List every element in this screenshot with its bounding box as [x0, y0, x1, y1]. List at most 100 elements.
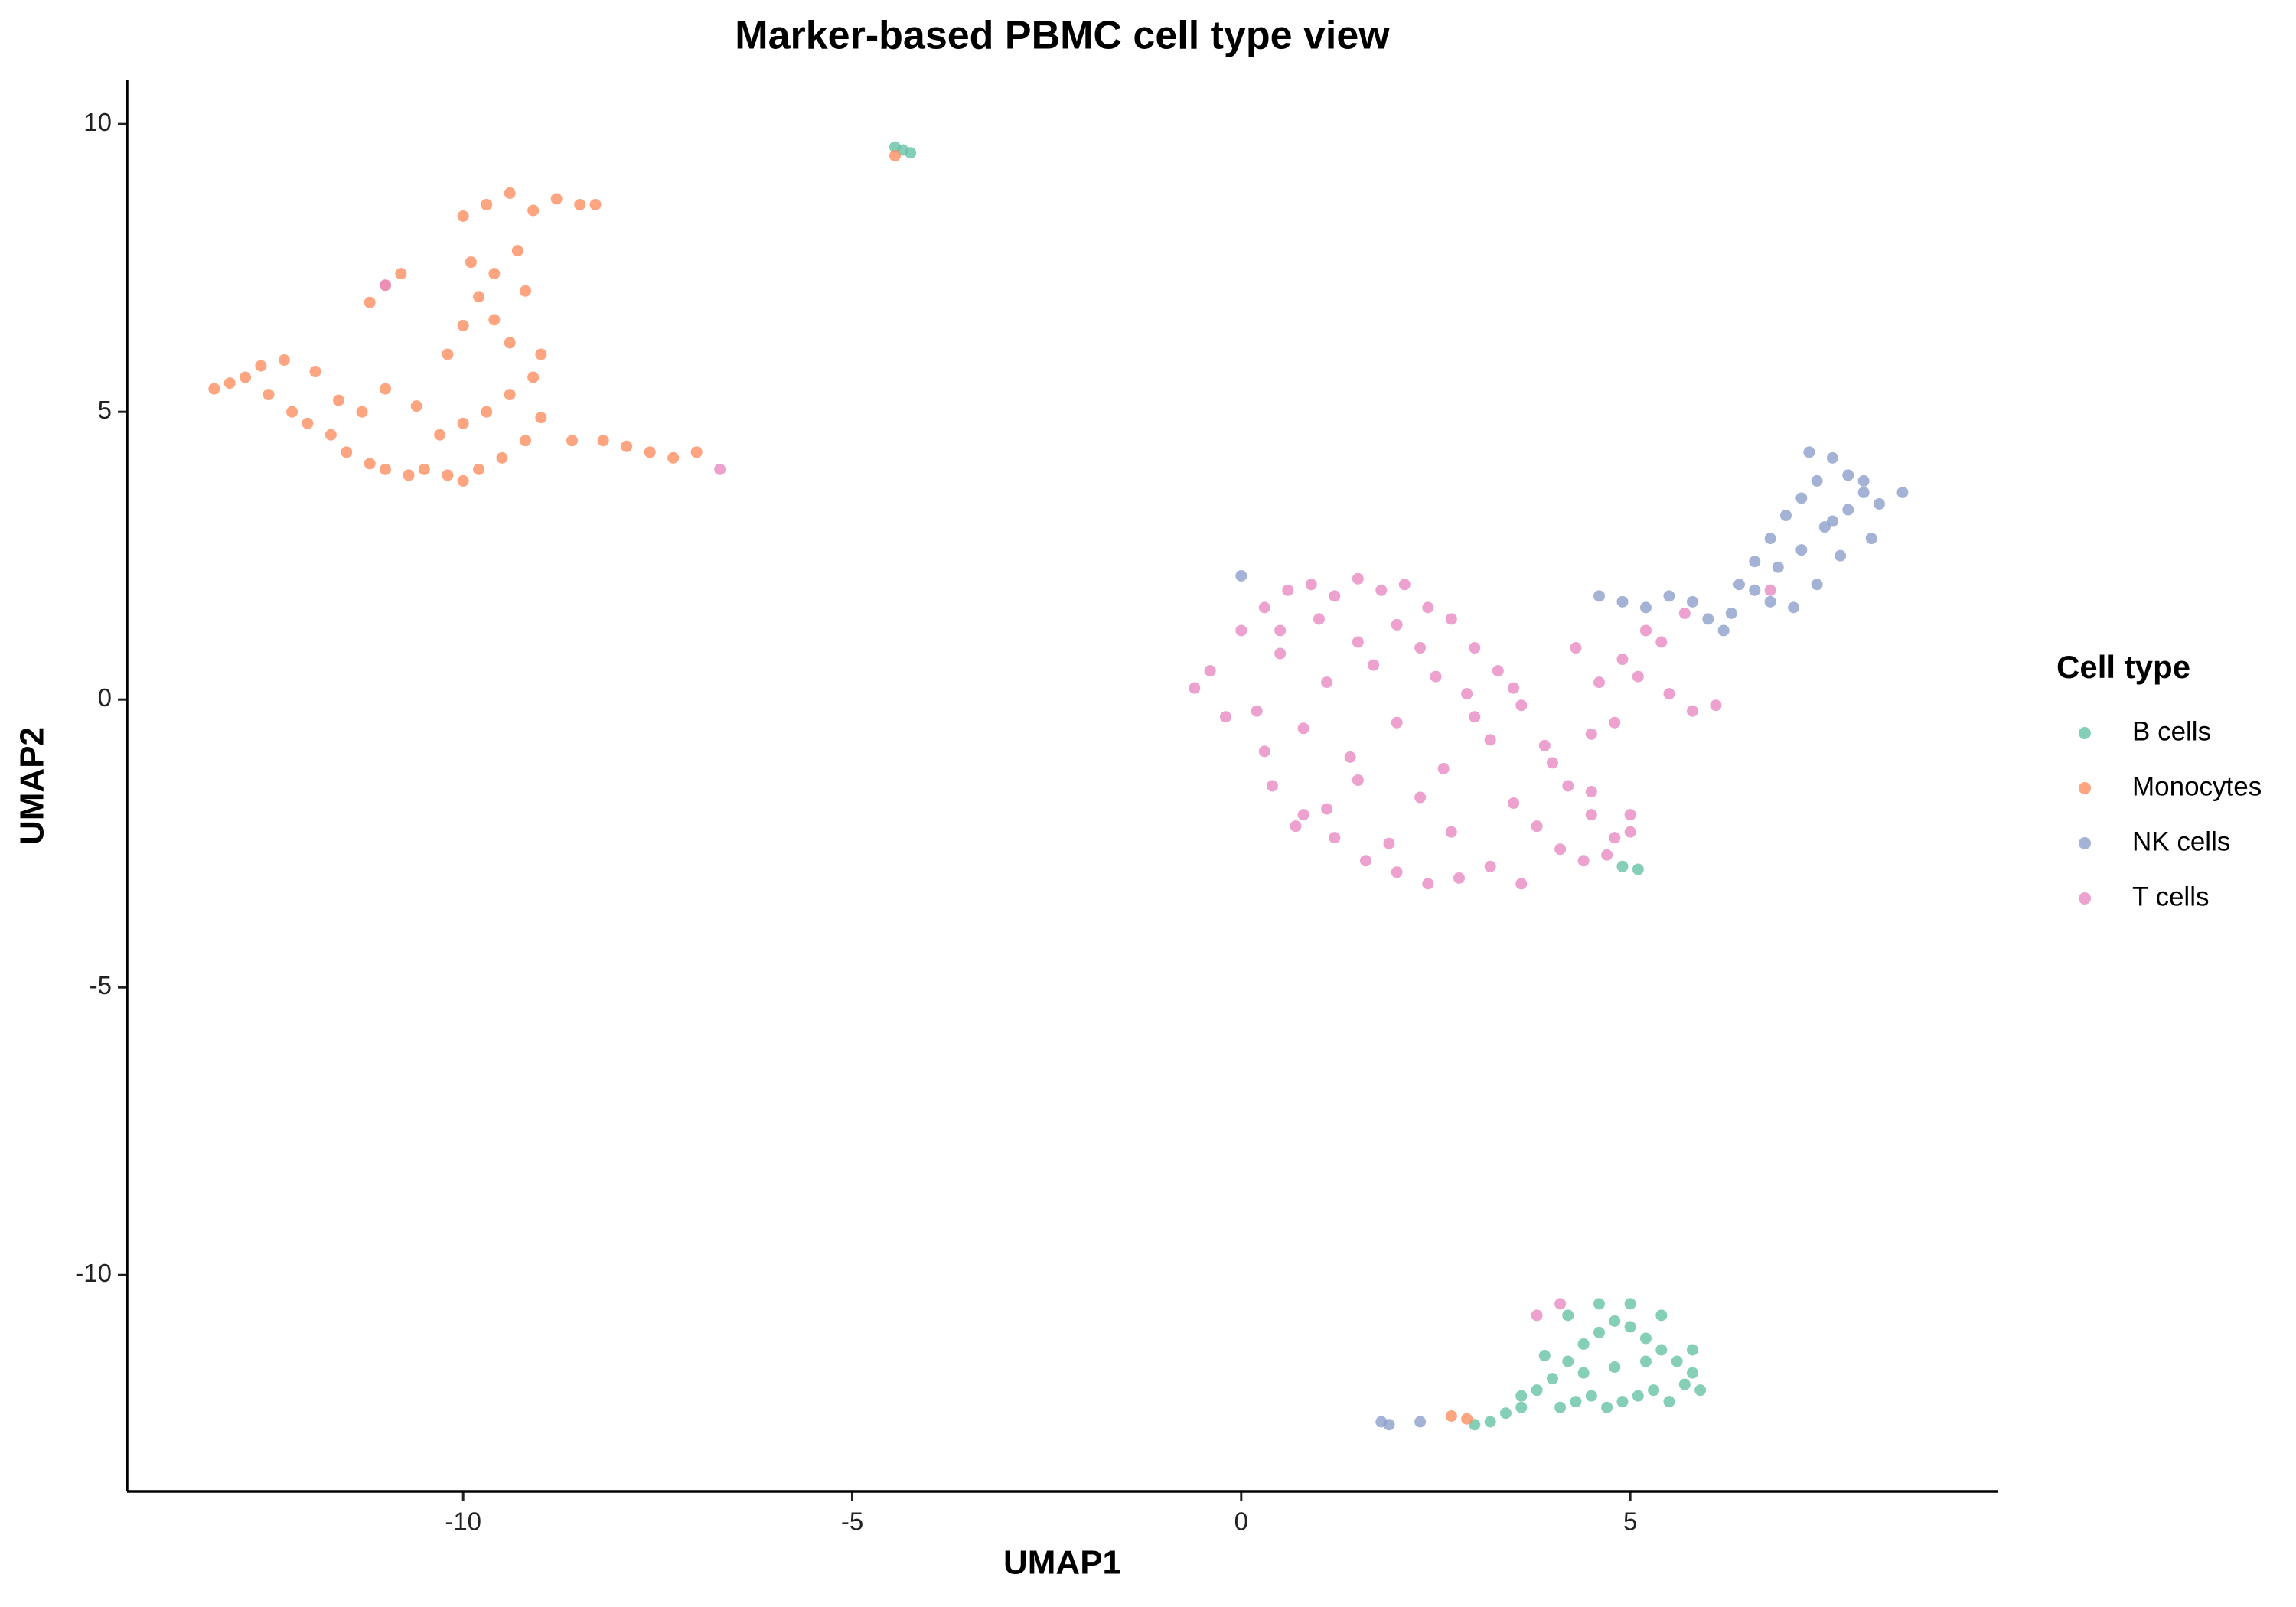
point — [1733, 579, 1745, 591]
point — [418, 463, 430, 475]
point — [488, 314, 501, 326]
point — [1671, 1355, 1683, 1367]
point — [1383, 1419, 1395, 1431]
legend-swatch — [2079, 837, 2091, 849]
point — [1616, 654, 1629, 666]
point — [1842, 504, 1854, 516]
point — [535, 348, 547, 360]
point — [1764, 595, 1776, 608]
point — [1663, 1396, 1675, 1408]
series-points — [1235, 446, 1909, 1431]
point — [1391, 716, 1403, 729]
point — [566, 435, 579, 447]
point — [1686, 705, 1698, 717]
legend-swatch — [2079, 782, 2091, 794]
point — [1764, 533, 1776, 545]
point — [496, 451, 508, 464]
point — [504, 187, 516, 199]
point — [263, 389, 275, 401]
point — [1251, 705, 1263, 717]
point — [889, 150, 901, 162]
point — [1352, 636, 1364, 648]
point — [1585, 786, 1597, 798]
point — [1826, 515, 1838, 527]
legend-label: Monocytes — [2132, 771, 2262, 801]
point — [1835, 549, 1847, 562]
point — [1764, 584, 1776, 596]
point — [380, 463, 392, 475]
point — [1422, 601, 1434, 614]
point — [1585, 728, 1597, 740]
point — [690, 446, 703, 458]
series-points — [208, 150, 1473, 1425]
point — [341, 446, 353, 458]
point — [1274, 647, 1287, 660]
point — [1788, 601, 1800, 614]
point — [278, 354, 290, 366]
point — [1258, 745, 1270, 758]
point — [1632, 1390, 1644, 1402]
point — [1609, 716, 1621, 729]
point — [286, 406, 298, 418]
point — [325, 429, 337, 441]
x-axis-label: UMAP1 — [1003, 1544, 1121, 1582]
point — [488, 268, 501, 280]
point — [1414, 642, 1427, 654]
point — [1352, 774, 1364, 786]
point — [1352, 572, 1364, 585]
y-tick-label: 10 — [83, 108, 112, 136]
legend-swatch — [2079, 892, 2091, 905]
point — [1422, 878, 1434, 890]
y-tick-label: 0 — [98, 683, 112, 712]
point — [380, 383, 392, 395]
point — [1531, 1384, 1543, 1397]
point — [511, 245, 523, 257]
point — [223, 377, 236, 390]
point — [621, 440, 633, 452]
point — [1639, 624, 1652, 637]
chart-title: Marker-based PBMC cell type view — [735, 14, 1390, 58]
x-tick-label: 5 — [1623, 1508, 1637, 1536]
x-tick-label: -10 — [445, 1508, 481, 1536]
point — [1694, 1384, 1707, 1397]
point — [1779, 510, 1792, 522]
point — [1484, 1416, 1496, 1428]
point — [1445, 826, 1457, 838]
point — [1554, 1401, 1567, 1413]
point — [1710, 699, 1722, 712]
point — [1469, 642, 1481, 654]
point — [1702, 613, 1714, 625]
point — [1585, 809, 1597, 821]
point — [1601, 849, 1613, 861]
point — [1359, 855, 1371, 867]
point — [1274, 624, 1287, 637]
point — [1484, 860, 1496, 872]
x-tick-label: -5 — [841, 1508, 863, 1536]
series-points — [889, 141, 1707, 1431]
point — [473, 463, 485, 475]
y-tick-label: 5 — [98, 396, 112, 424]
point — [1616, 1396, 1629, 1408]
point — [1609, 832, 1621, 844]
point — [1562, 780, 1574, 792]
point — [1538, 1350, 1551, 1362]
point — [1616, 595, 1629, 608]
point — [1655, 636, 1668, 648]
point — [574, 198, 586, 210]
point — [240, 371, 252, 383]
x-tick-label: 0 — [1234, 1508, 1248, 1536]
point — [1258, 601, 1270, 614]
point — [1282, 584, 1294, 596]
point — [597, 435, 609, 447]
point — [380, 279, 392, 292]
point — [1639, 601, 1652, 614]
point — [1414, 791, 1427, 804]
point — [1873, 498, 1885, 510]
point — [1499, 1407, 1512, 1420]
point — [1639, 1355, 1652, 1367]
point — [1842, 469, 1854, 481]
point — [1554, 843, 1567, 856]
point — [1686, 595, 1698, 608]
point — [1329, 832, 1341, 844]
point — [1593, 1326, 1605, 1338]
